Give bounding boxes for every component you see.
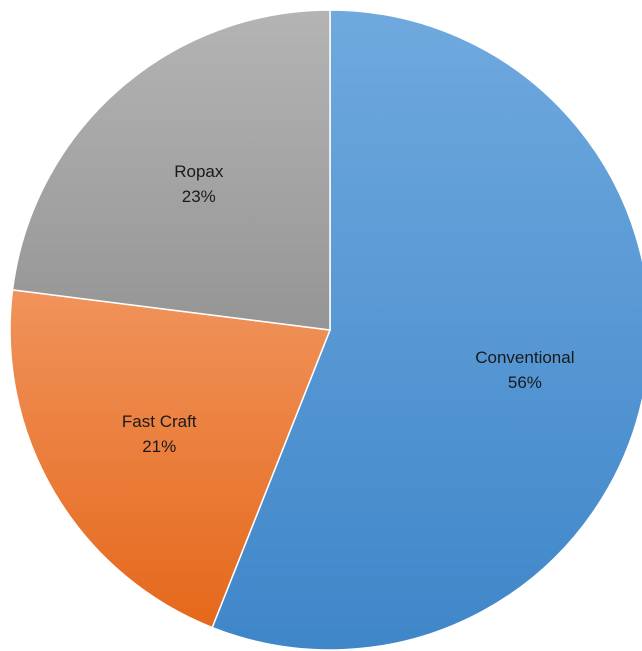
pie-percent-fast-craft: 21% [142, 437, 176, 456]
pie-slice-conventional [211, 9, 642, 651]
pie-percent-ropax: 23% [182, 187, 216, 206]
pie-slice-ropax [11, 9, 331, 331]
pie-slices [9, 9, 642, 651]
pie-label-conventional: Conventional [475, 348, 574, 367]
pie-label-fast-craft: Fast Craft [122, 412, 197, 431]
pie-label-ropax: Ropax [174, 162, 224, 181]
pie-percent-conventional: 56% [508, 373, 542, 392]
pie-labels: Conventional 56% Fast Craft 21% Ropax 23% [122, 162, 575, 456]
pie-slice-fast-craft [9, 289, 332, 629]
